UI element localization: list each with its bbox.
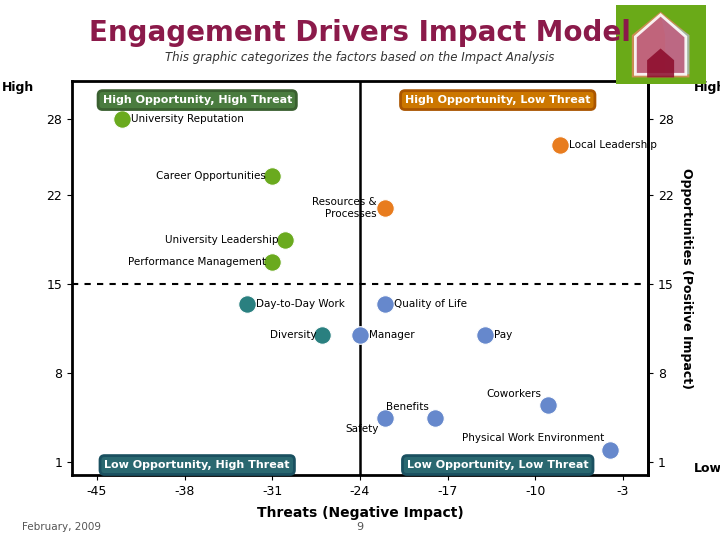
Point bbox=[379, 299, 391, 308]
Text: 9: 9 bbox=[356, 522, 364, 532]
Text: Safety: Safety bbox=[346, 424, 379, 434]
Text: Diversity: Diversity bbox=[269, 330, 316, 340]
Point bbox=[279, 235, 291, 244]
Polygon shape bbox=[647, 49, 674, 77]
Y-axis label: Opportunities (Positive Impact): Opportunities (Positive Impact) bbox=[680, 167, 693, 389]
Point bbox=[379, 204, 391, 212]
Text: Day-to-Day Work: Day-to-Day Work bbox=[256, 299, 345, 308]
Polygon shape bbox=[635, 15, 686, 75]
Text: Physical Work Environment: Physical Work Environment bbox=[462, 434, 604, 443]
Text: Pay: Pay bbox=[494, 330, 512, 340]
Point bbox=[429, 414, 441, 422]
Text: Engagement Drivers Impact Model: Engagement Drivers Impact Model bbox=[89, 19, 631, 47]
Point bbox=[317, 331, 328, 340]
Point bbox=[605, 446, 616, 454]
Text: Benefits: Benefits bbox=[386, 402, 429, 411]
Text: High: High bbox=[2, 81, 35, 94]
Text: Career Opportunities: Career Opportunities bbox=[156, 171, 266, 181]
Text: High Opportunity, High Threat: High Opportunity, High Threat bbox=[102, 95, 292, 105]
Point bbox=[379, 414, 391, 422]
Polygon shape bbox=[632, 12, 690, 77]
Text: Resources &
Processes: Resources & Processes bbox=[312, 197, 377, 219]
Text: Performance Management: Performance Management bbox=[128, 256, 266, 267]
Text: University Reputation: University Reputation bbox=[131, 114, 244, 124]
Text: February, 2009: February, 2009 bbox=[22, 522, 101, 532]
Text: High: High bbox=[694, 81, 720, 94]
Point bbox=[554, 140, 566, 149]
Text: Low Opportunity, Low Threat: Low Opportunity, Low Threat bbox=[407, 460, 588, 470]
Point bbox=[241, 299, 253, 308]
Text: Coworkers: Coworkers bbox=[487, 389, 541, 399]
Point bbox=[266, 257, 278, 266]
Text: University Leadership: University Leadership bbox=[165, 235, 279, 245]
X-axis label: Threats (Negative Impact): Threats (Negative Impact) bbox=[256, 507, 464, 520]
Polygon shape bbox=[661, 15, 690, 75]
Point bbox=[480, 331, 491, 340]
Text: Local Leadership: Local Leadership bbox=[569, 139, 657, 150]
Text: Manager: Manager bbox=[369, 330, 415, 340]
Text: Low: Low bbox=[694, 462, 720, 475]
Text: Low Opportunity, High Threat: Low Opportunity, High Threat bbox=[104, 460, 290, 470]
Point bbox=[354, 331, 366, 340]
Point bbox=[266, 172, 278, 181]
Text: This graphic categorizes the factors based on the Impact Analysis: This graphic categorizes the factors bas… bbox=[166, 51, 554, 64]
Text: Quality of Life: Quality of Life bbox=[394, 299, 467, 308]
Point bbox=[542, 401, 554, 409]
FancyBboxPatch shape bbox=[616, 5, 706, 84]
Point bbox=[117, 115, 128, 124]
Text: High Opportunity, Low Threat: High Opportunity, Low Threat bbox=[405, 95, 590, 105]
